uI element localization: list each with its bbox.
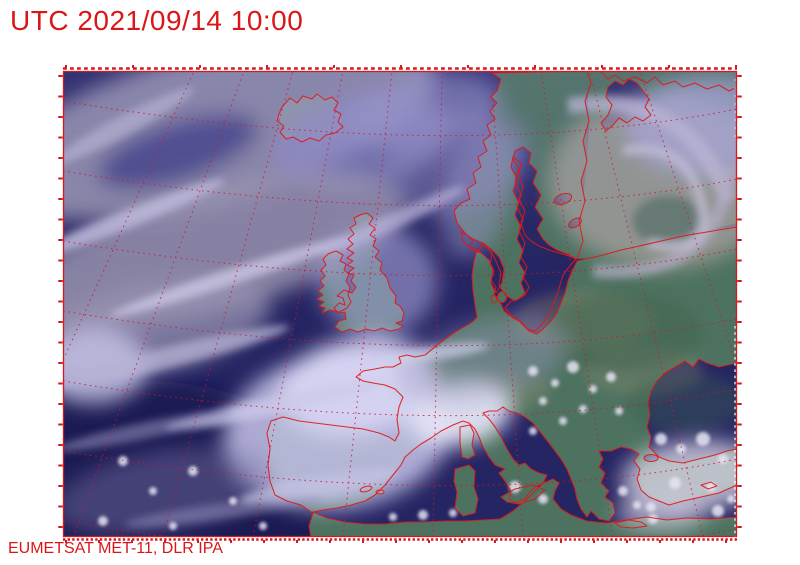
cloud-layer (63, 71, 737, 535)
map-border (62, 70, 738, 538)
satellite-map (58, 65, 742, 543)
coastline-overlay (266, 71, 737, 537)
credit-label: EUMETSAT MET-11, DLR IPA (8, 540, 223, 557)
edge-ticks (58, 65, 742, 543)
timestamp-label: UTC 2021/09/14 10:00 (10, 5, 304, 36)
satellite-map-canvas (58, 65, 742, 543)
